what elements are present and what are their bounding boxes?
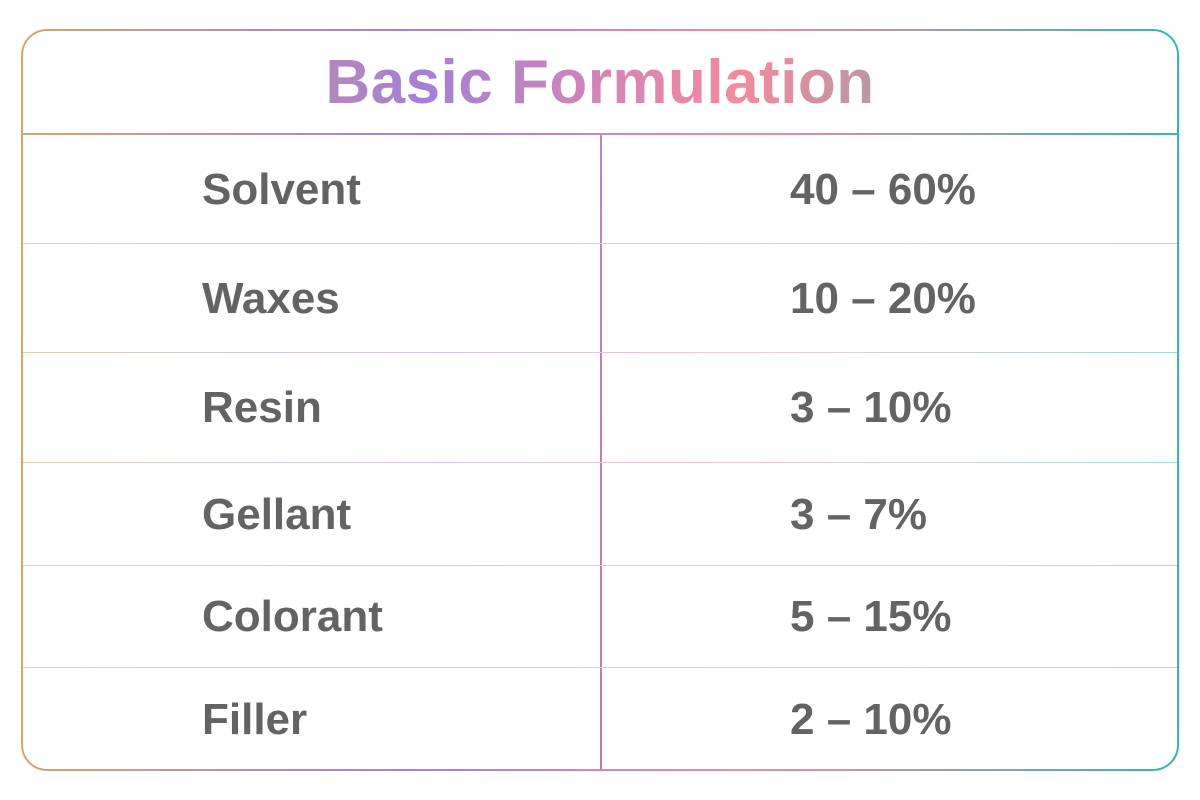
ingredient-name: Colorant xyxy=(202,592,383,641)
percentage-range: 2 – 10% xyxy=(790,694,952,744)
ingredient-name: Waxes xyxy=(202,273,340,323)
percentage-range: 3 – 10% xyxy=(790,383,952,432)
percentage-range: 10 – 20% xyxy=(790,273,976,323)
table-row: Waxes 10 – 20% xyxy=(23,244,1177,353)
row-divider xyxy=(23,565,1177,566)
header-divider xyxy=(23,133,1177,135)
row-divider xyxy=(23,667,1177,668)
percentage-range: 3 – 7% xyxy=(790,489,927,539)
table-row: Gellant 3 – 7% xyxy=(23,463,1177,566)
percentage-range: 40 – 60% xyxy=(790,164,976,214)
row-divider xyxy=(23,462,1177,463)
row-divider xyxy=(23,243,1177,244)
table-row: Resin 3 – 10% xyxy=(23,353,1177,463)
ingredient-name: Solvent xyxy=(202,164,361,214)
table-row: Colorant 5 – 15% xyxy=(23,566,1177,668)
card-title: Basic Formulation xyxy=(23,47,1177,118)
ingredient-name: Filler xyxy=(202,694,308,744)
table-row: Filler 2 – 10% xyxy=(23,668,1177,769)
table-row: Solvent 40 – 60% xyxy=(23,135,1177,244)
row-divider xyxy=(23,352,1177,353)
formulation-card: Basic Formulation Solvent 40 – 60% Waxes … xyxy=(21,29,1179,771)
column-divider xyxy=(600,135,602,769)
ingredient-name: Resin xyxy=(202,383,322,432)
ingredient-name: Gellant xyxy=(202,489,352,539)
percentage-range: 5 – 15% xyxy=(790,592,952,641)
